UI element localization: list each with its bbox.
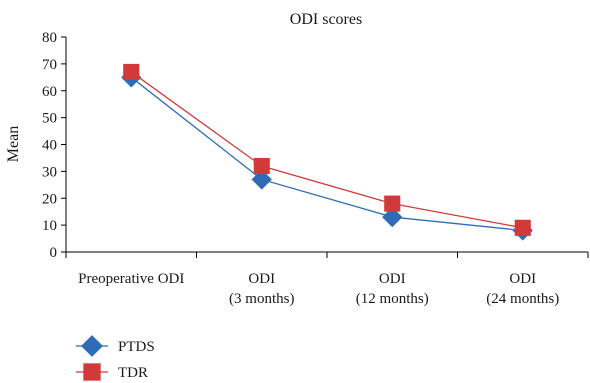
legend-label: PTDS	[118, 339, 155, 355]
legend-marker	[83, 363, 101, 381]
y-axis-label: Mean	[5, 126, 22, 162]
data-point	[384, 195, 401, 212]
x-tick-label: (12 months)	[356, 291, 429, 307]
y-tick-label: 0	[50, 245, 58, 261]
x-tick-label: ODI	[509, 271, 536, 287]
data-point	[514, 219, 531, 236]
y-tick-label: 20	[42, 191, 57, 207]
data-point	[253, 157, 270, 175]
x-tick-label: (3 months)	[229, 291, 294, 307]
y-tick-label: 40	[42, 138, 57, 154]
legend-item-tdr: TDR	[76, 363, 148, 381]
series-ptds	[121, 67, 533, 241]
y-tick-labels: 0 10 20 30 40 50 60 70 80	[42, 30, 57, 261]
data-point	[251, 169, 272, 190]
y-tick-label: 60	[42, 84, 57, 100]
x-tick-label: ODI	[379, 271, 406, 287]
series-line	[130, 76, 523, 232]
legend-item-ptds: PTDS	[76, 335, 155, 357]
legend: PTDS TDR	[76, 335, 155, 381]
chart-title: ODI scores	[290, 11, 362, 28]
legend-marker	[81, 335, 103, 357]
data-point	[382, 206, 403, 228]
y-tick-label: 10	[42, 218, 57, 234]
x-tick-label: Preoperative ODI	[78, 271, 184, 287]
legend-label: TDR	[118, 365, 148, 381]
x-tick-label: ODI	[248, 271, 275, 287]
y-tick-label: 80	[42, 30, 57, 46]
y-tick-label: 30	[42, 164, 57, 180]
x-tick-labels: Preoperative ODI ODI (3 months) ODI (12 mont…	[78, 271, 559, 307]
series-lines	[121, 63, 533, 241]
axes	[61, 36, 589, 258]
x-tick-label: (24 months)	[486, 291, 559, 307]
y-tick-label: 70	[42, 57, 57, 73]
series-line	[130, 71, 523, 229]
series-tdr	[123, 63, 531, 236]
data-point	[123, 63, 140, 80]
y-tick-label: 50	[42, 111, 57, 127]
